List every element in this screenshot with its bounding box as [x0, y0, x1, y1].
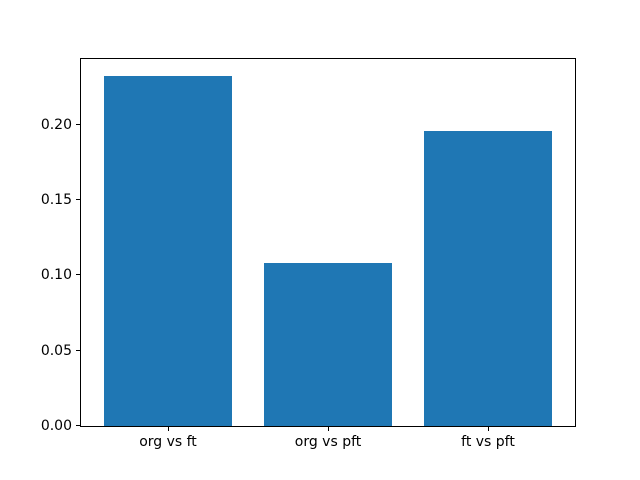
x-tick-label: ft vs pft [461, 434, 515, 450]
y-tick-mark [76, 199, 80, 200]
y-tick-label: 0.20 [40, 117, 72, 133]
bar-ft-vs-pft [424, 131, 552, 426]
y-tick-label: 0.00 [40, 418, 72, 434]
y-tick-mark [76, 425, 80, 426]
y-tick-label: 0.05 [40, 343, 72, 359]
x-tick-mark [168, 427, 169, 431]
y-tick-mark [76, 274, 80, 275]
y-tick-mark [76, 124, 80, 125]
y-tick-label: 0.10 [40, 267, 72, 283]
bar-org-vs-ft [104, 76, 232, 426]
plot-area [80, 58, 576, 427]
x-tick-mark [488, 427, 489, 431]
bar-org-vs-pft [264, 263, 392, 426]
y-tick-mark [76, 350, 80, 351]
y-tick-label: 0.15 [40, 192, 72, 208]
x-tick-label: org vs pft [294, 434, 362, 450]
x-tick-label: org vs ft [139, 434, 197, 450]
x-tick-mark [328, 427, 329, 431]
